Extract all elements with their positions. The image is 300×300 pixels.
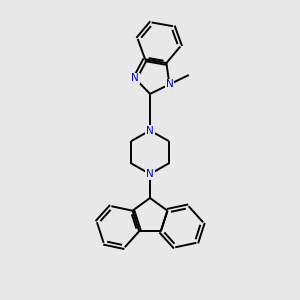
Text: N: N (166, 80, 173, 89)
Text: N: N (146, 169, 154, 179)
Text: N: N (146, 125, 154, 136)
Text: N: N (131, 74, 139, 83)
